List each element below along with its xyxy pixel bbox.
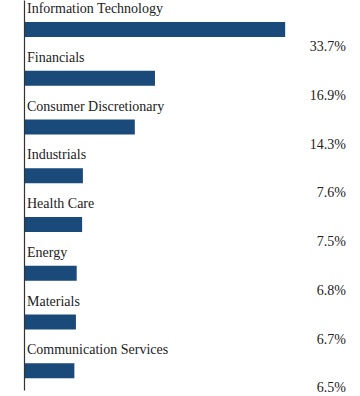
bar (24, 315, 76, 330)
data-label: 7.5% (317, 234, 347, 249)
bar (24, 120, 135, 135)
y-axis (24, 1, 25, 391)
data-label: 7.6% (317, 185, 347, 200)
category-label: Information Technology (27, 1, 163, 16)
category-label: Industrials (27, 147, 86, 162)
chart: Information Technology Financials Consumer… (0, 0, 360, 396)
category-label: Energy (27, 245, 67, 260)
bar (24, 168, 83, 183)
data-label: 14.3% (310, 137, 347, 152)
category-label: Financials (27, 50, 85, 65)
axis-line (24, 1, 25, 391)
category-label: Materials (27, 294, 80, 309)
category-label: Communication Services (27, 342, 168, 357)
bar (24, 363, 74, 378)
bar (24, 71, 155, 86)
data-label: 6.7% (317, 332, 347, 347)
data-label: 33.7% (310, 39, 347, 54)
data-label: 6.5% (317, 380, 347, 395)
bar (24, 217, 82, 232)
category-label: Consumer Discretionary (27, 99, 164, 114)
bar (24, 22, 285, 37)
labels: Information Technology Financials Consumer… (27, 1, 346, 395)
bar (24, 266, 77, 281)
data-label: 16.9% (310, 88, 347, 103)
data-label: 6.8% (317, 283, 347, 298)
category-label: Health Care (27, 196, 94, 211)
bars (24, 22, 285, 378)
